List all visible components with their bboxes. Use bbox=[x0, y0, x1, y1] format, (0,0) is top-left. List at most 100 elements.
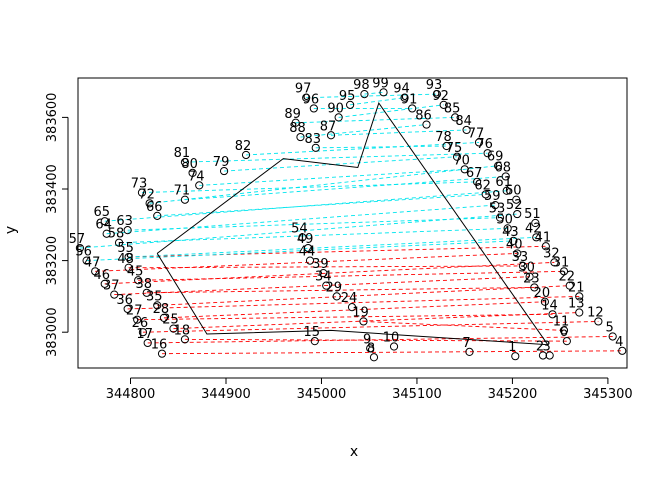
data-point bbox=[311, 143, 320, 152]
point-label: 80 bbox=[181, 157, 198, 172]
data-point bbox=[465, 347, 474, 356]
red-segment bbox=[127, 295, 580, 310]
data-point bbox=[310, 337, 319, 346]
data-point bbox=[124, 263, 133, 272]
point-label: 11 bbox=[553, 314, 570, 329]
point-label: 84 bbox=[455, 114, 472, 129]
data-point bbox=[511, 352, 520, 361]
data-point bbox=[157, 349, 167, 358]
data-point bbox=[188, 168, 197, 177]
point-label: 66 bbox=[146, 200, 163, 215]
data-point bbox=[494, 161, 503, 170]
point-label: 50 bbox=[496, 212, 513, 227]
data-point bbox=[503, 224, 512, 233]
point-label: 81 bbox=[174, 146, 191, 161]
point-label: 31 bbox=[553, 255, 570, 270]
data-point bbox=[501, 172, 510, 181]
point-label: 52 bbox=[506, 198, 523, 213]
point-label: 35 bbox=[146, 289, 163, 304]
point-label: 41 bbox=[535, 230, 552, 245]
data-point bbox=[481, 190, 490, 199]
red-segment bbox=[104, 261, 555, 285]
point-label: 83 bbox=[304, 132, 321, 147]
point-label: 62 bbox=[474, 178, 491, 193]
axes-group: 344800 344900 345000 345100 345200 3453003830… bbox=[45, 77, 633, 402]
cyan-segment bbox=[127, 217, 501, 231]
data-point bbox=[75, 243, 85, 253]
data-point bbox=[137, 188, 147, 197]
point-label: 48 bbox=[117, 252, 134, 267]
red-segment bbox=[138, 270, 564, 281]
data-point bbox=[562, 337, 571, 346]
red-segment bbox=[363, 321, 565, 331]
y-tick-label: 383200 bbox=[45, 236, 60, 286]
point-label: 15 bbox=[304, 325, 321, 340]
boundary-polygon bbox=[156, 101, 549, 346]
boundary-polygon-group bbox=[156, 101, 549, 346]
point-label: 32 bbox=[543, 246, 560, 261]
data-point bbox=[110, 290, 119, 299]
data-point bbox=[513, 209, 522, 219]
red-segment bbox=[146, 286, 535, 294]
point-label: 87 bbox=[320, 119, 337, 134]
data-point bbox=[298, 233, 307, 242]
point-label: 56 bbox=[75, 245, 92, 260]
y-tick-label: 383400 bbox=[45, 164, 60, 214]
data-point bbox=[483, 149, 492, 158]
point-label: 37 bbox=[103, 279, 120, 294]
data-point bbox=[565, 281, 574, 290]
x-tick-label: 345200 bbox=[488, 387, 538, 402]
point-label: 6 bbox=[560, 325, 568, 340]
data-point bbox=[180, 195, 190, 204]
data-point bbox=[502, 186, 511, 195]
point-label: 49 bbox=[297, 232, 314, 247]
x-tick-label: 345300 bbox=[583, 387, 633, 402]
point-label: 3 bbox=[543, 339, 551, 354]
data-point bbox=[379, 88, 388, 97]
y-axis-label: y bbox=[3, 226, 19, 234]
data-point bbox=[180, 158, 190, 167]
point-label: 25 bbox=[162, 313, 179, 328]
cyan-segment bbox=[149, 165, 499, 204]
data-point bbox=[134, 276, 143, 285]
x-axis-label: x bbox=[350, 444, 358, 460]
point-label: 63 bbox=[116, 214, 133, 229]
data-point bbox=[442, 141, 451, 151]
data-point bbox=[594, 317, 603, 326]
point-label: 75 bbox=[446, 141, 463, 156]
point-label: 58 bbox=[108, 227, 125, 242]
data-point bbox=[219, 166, 229, 176]
data-point bbox=[133, 315, 142, 324]
data-point bbox=[360, 90, 369, 99]
point-label: 85 bbox=[444, 101, 461, 116]
data-point bbox=[153, 211, 162, 220]
point-label: 93 bbox=[426, 78, 443, 93]
data-point bbox=[123, 304, 132, 314]
x-tick-label: 344800 bbox=[106, 387, 156, 402]
point-label: 65 bbox=[93, 205, 110, 220]
point-label: 26 bbox=[132, 316, 149, 331]
x-tick-label: 345000 bbox=[297, 387, 347, 402]
point-label: 1 bbox=[508, 340, 516, 355]
point-label: 43 bbox=[502, 225, 519, 240]
data-point bbox=[575, 308, 584, 317]
point-label: 64 bbox=[95, 218, 112, 233]
data-point bbox=[460, 165, 469, 174]
cyan-segment bbox=[306, 93, 438, 99]
data-point bbox=[451, 113, 460, 122]
point-label: 10 bbox=[383, 331, 400, 346]
data-point bbox=[559, 267, 569, 276]
data-point bbox=[114, 238, 124, 247]
point-label: 46 bbox=[93, 268, 110, 283]
point-label: 92 bbox=[432, 89, 449, 104]
red-segment bbox=[157, 285, 570, 306]
point-label: 42 bbox=[525, 221, 542, 236]
data-point bbox=[319, 269, 328, 278]
red-segment bbox=[162, 350, 623, 355]
data-point bbox=[309, 104, 318, 113]
point-label: 88 bbox=[289, 121, 306, 136]
point-label: 45 bbox=[127, 264, 144, 279]
data-point bbox=[608, 332, 617, 341]
point-label: 78 bbox=[435, 130, 452, 145]
